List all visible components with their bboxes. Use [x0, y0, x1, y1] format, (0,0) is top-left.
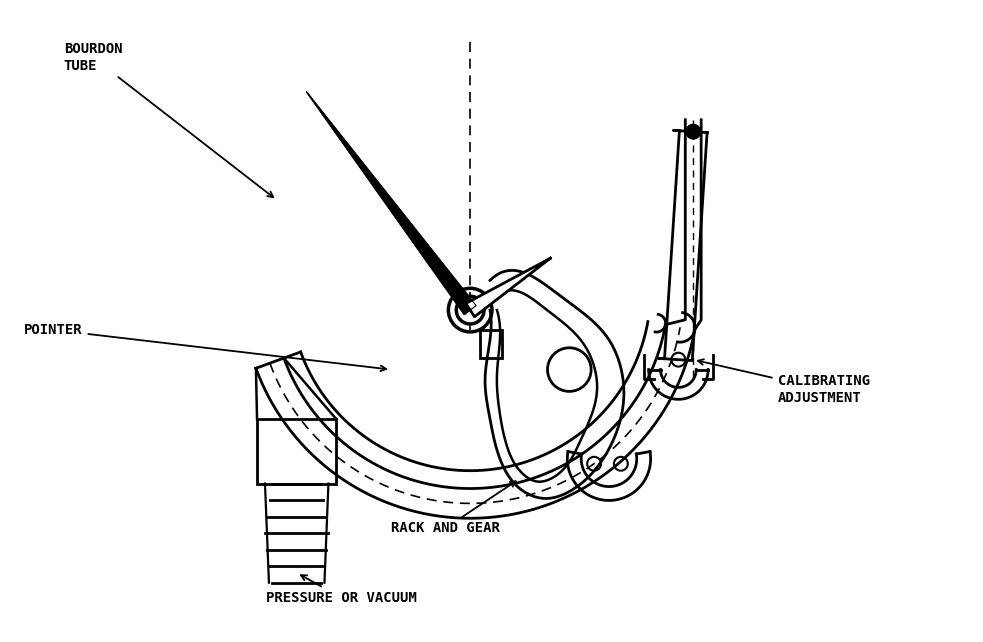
Text: PRESSURE OR VACUUM: PRESSURE OR VACUUM: [266, 575, 417, 605]
Polygon shape: [307, 92, 476, 315]
Polygon shape: [466, 258, 550, 317]
Bar: [257, 419, 336, 483]
Circle shape: [456, 296, 484, 324]
Text: RACK AND GEAR: RACK AND GEAR: [391, 482, 516, 535]
Circle shape: [686, 125, 700, 139]
Bar: [480, 330, 502, 358]
Text: CALIBRATING
ADJUSTMENT: CALIBRATING ADJUSTMENT: [698, 360, 870, 404]
Text: BOURDON
TUBE: BOURDON TUBE: [64, 42, 273, 197]
Text: POINTER: POINTER: [24, 323, 386, 371]
